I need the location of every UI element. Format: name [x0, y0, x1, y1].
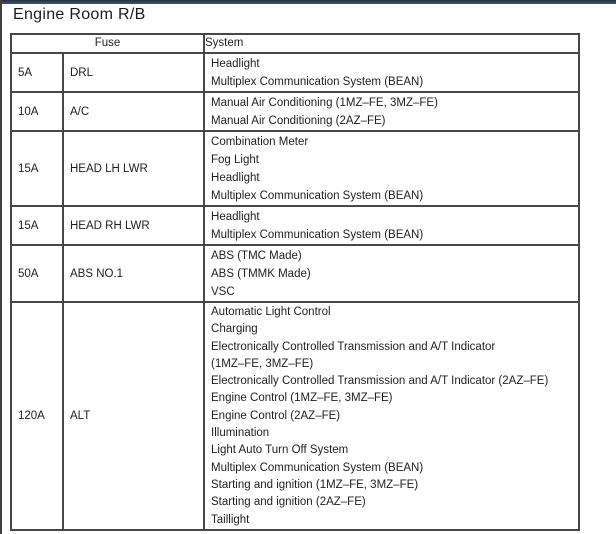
fuse-name-cell: DRL	[61, 52, 206, 93]
window-top-edge	[0, 0, 616, 4]
system-item: Multiplex Communication System (BEAN)	[211, 461, 424, 474]
system-item: Engine Control (2AZ–FE)	[211, 409, 341, 422]
system-item: VSC	[211, 286, 235, 298]
fuse-name-cell: HEAD RH LWR	[61, 205, 206, 246]
system-cell: Headlight Multiplex Communication System …	[203, 52, 581, 93]
window-left-edge	[0, 0, 2, 534]
fuse-amp-cell: 50A	[10, 244, 64, 303]
system-cell: Automatic Light Control Charging Electroni…	[203, 301, 581, 531]
system-item: Manual Air Conditioning (2AZ–FE)	[211, 115, 386, 127]
system-item: Taillight	[211, 513, 250, 526]
system-item: Electronically Controlled Transmission a…	[211, 375, 549, 388]
fuse-name-cell: ALT	[61, 301, 206, 531]
table-row: 5A DRL Headlight Multiplex Communication …	[10, 52, 581, 93]
fuse-amp-cell: 15A	[10, 130, 64, 207]
column-header-fuse: Fuse	[9, 33, 206, 54]
system-item: Headlight	[211, 172, 260, 184]
table-header-row: Fuse System	[9, 33, 581, 54]
fuse-table: Fuse System 5A DRL Headlight Multiplex Co…	[9, 33, 581, 531]
system-cell: Combination Meter Fog Light Headlight Multi…	[203, 130, 581, 207]
system-cell: Manual Air Conditioning (1MZ–FE, 3MZ–FE)…	[203, 91, 581, 132]
system-item: Multiplex Communication System (BEAN)	[211, 190, 424, 202]
system-item: Fog Light	[211, 154, 259, 166]
fuse-amp-cell: 15A	[10, 205, 64, 246]
fuse-name-cell: ABS NO.1	[61, 244, 206, 303]
system-item: ABS (TMMK Made)	[211, 268, 311, 280]
column-header-system: System	[203, 33, 581, 54]
table-row: 50A ABS NO.1 ABS (TMC Made) ABS (TMMK Mad…	[10, 244, 581, 303]
table-row: 15A HEAD RH LWR Headlight Multiplex Commu…	[10, 205, 581, 246]
system-item: Headlight	[211, 211, 260, 223]
table-row: 15A HEAD LH LWR Combination Meter Fog Lig…	[10, 130, 581, 207]
table-row: 10A A/C Manual Air Conditioning (1MZ–FE,…	[10, 91, 581, 132]
system-item: Multiplex Communication System (BEAN)	[211, 76, 424, 88]
fuse-name-cell: A/C	[61, 91, 206, 132]
system-item: Illumination	[211, 427, 270, 440]
system-item: Starting and ignition (1MZ–FE, 3MZ–FE)	[211, 478, 419, 491]
system-item: ABS (TMC Made)	[211, 250, 302, 262]
system-cell: ABS (TMC Made) ABS (TMMK Made) VSC	[203, 244, 581, 303]
system-item: Manual Air Conditioning (1MZ–FE, 3MZ–FE)	[211, 97, 438, 109]
fuse-name-cell: HEAD LH LWR	[61, 130, 206, 207]
system-item: Combination Meter	[211, 136, 309, 148]
system-item: Electronically Controlled Transmission a…	[211, 340, 496, 370]
system-item: Multiplex Communication System (BEAN)	[211, 229, 424, 241]
fuse-amp-cell: 5A	[10, 52, 64, 93]
system-item: Charging	[211, 323, 258, 336]
system-cell: Headlight Multiplex Communication System …	[203, 205, 581, 246]
page-title: Engine Room R/B	[13, 6, 146, 23]
fuse-table-body: 5A DRL Headlight Multiplex Communication …	[10, 52, 581, 531]
system-item: Light Auto Turn Off System	[211, 444, 349, 457]
system-item: Engine Control (1MZ–FE, 3MZ–FE)	[211, 392, 393, 405]
system-item: Headlight	[211, 58, 260, 70]
fuse-amp-cell: 120A	[10, 301, 64, 531]
fuse-amp-cell: 10A	[10, 91, 64, 132]
system-item: Automatic Light Control	[211, 306, 331, 318]
table-row: 120A ALT Automatic Light Control Charging…	[10, 301, 581, 531]
system-item: Starting and ignition (2AZ–FE)	[211, 496, 366, 509]
